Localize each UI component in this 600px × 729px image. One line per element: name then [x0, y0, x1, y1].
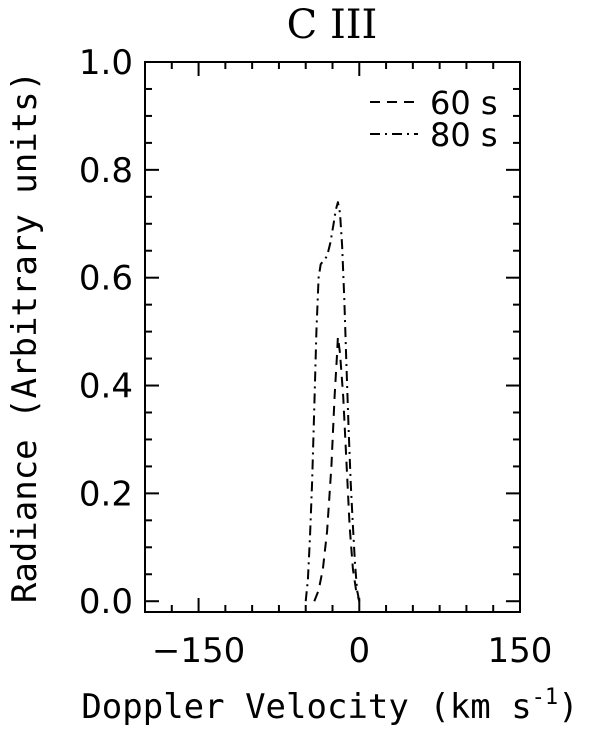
x-tick-label: 0	[348, 631, 370, 671]
legend-label: 60 s	[430, 84, 498, 122]
x-axis-title-superscript: -1	[532, 685, 559, 710]
legend: 60 s80 s	[370, 84, 498, 154]
y-tick-label: 0.4	[79, 367, 133, 407]
axis-ticks: −150 0 150 0.0 0.2 0.4 0.6 0.8 1.0	[79, 43, 553, 671]
x-axis-title-main: Doppler Velocity (km s	[81, 687, 531, 727]
series-line-80s	[304, 201, 361, 602]
series-line-60s	[313, 336, 361, 602]
y-tick-label: 0.6	[79, 259, 133, 299]
x-axis-title-close: )	[558, 687, 578, 727]
y-tick-label: 1.0	[79, 43, 133, 83]
x-tick-label: 150	[488, 631, 553, 671]
x-tick-label: −150	[152, 631, 245, 671]
y-tick-label: 0.0	[79, 582, 133, 622]
y-tick-label: 0.2	[79, 474, 133, 514]
legend-label: 80 s	[430, 116, 498, 154]
y-tick-label: 0.8	[79, 151, 133, 191]
series-layer	[304, 201, 361, 602]
chart-title: C III	[287, 2, 378, 48]
x-axis-title: Doppler Velocity (km s-1)	[81, 685, 578, 727]
y-axis-title: Radiance (Arbitrary units)	[5, 71, 45, 603]
